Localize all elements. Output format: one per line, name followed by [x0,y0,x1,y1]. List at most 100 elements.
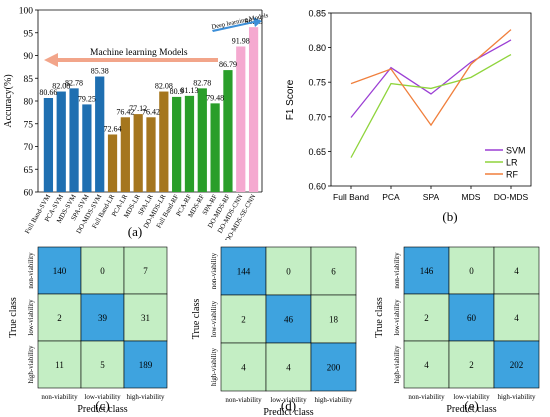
matrix-cell [448,246,495,295]
matrix-cell [80,246,125,295]
bar [56,91,66,192]
matrix-cell [310,342,357,392]
x-class-label: low-viability [84,393,121,401]
panel-label: (d) [281,398,296,413]
cell-value: 39 [98,313,108,323]
cell-value: 7 [143,266,148,276]
x-tick-label: SPA [423,192,440,202]
cell-value: 146 [420,266,434,276]
y-axis-label: True class [191,299,202,340]
y-tick-label: 0.70 [308,112,326,122]
matrix-cell [123,246,168,295]
matrix-cell [403,246,450,295]
bar [120,117,130,192]
confusion-matrix-c: 140 0 7 2 39 31 11 5 189 non-viability non-viabili… [8,246,168,415]
y-axis-label: True class [374,297,385,338]
cell-value: 4 [241,363,246,373]
bar [95,76,105,192]
y-tick-label: 0.75 [308,78,326,88]
matrix-cell [37,340,82,389]
cell-value: 0 [100,266,105,276]
panel-label: (e) [464,398,478,413]
bar [236,46,246,193]
y-tick-label: 75 [24,120,34,130]
y-class-label: low-viability [210,300,218,337]
value-label: 85.38 [91,67,109,76]
cell-value: 6 [331,267,336,277]
bar [184,95,195,192]
cell-value: 4 [514,313,519,323]
bar [210,103,220,192]
y-tick-label: 0.80 [308,43,326,53]
bar [172,96,182,192]
cell-value: 2 [424,313,429,323]
panel-label-a: (a) [128,224,142,239]
dl-arrow [212,17,262,32]
value-label: 80.9 [170,87,184,96]
cell-value: 5 [100,360,105,370]
matrix-cell [220,246,267,296]
y-tick-label: 100 [19,7,34,17]
y-class-label: high-viability [210,347,218,386]
bar [133,114,143,192]
cell-value: 4 [286,363,291,373]
bar [159,91,169,192]
panel-label-b: (b) [442,209,457,224]
matrix-cell [265,342,312,392]
series-lines [350,29,512,158]
ml-annotation: Machine learning Models [90,48,188,58]
cell-value: 0 [286,267,291,277]
x-class-label: low-viability [453,393,490,401]
panel-label: (c) [95,398,109,413]
bar [43,97,54,192]
matrix-cell [123,293,168,342]
y-tick-label: 0.60 [308,182,326,192]
matrix-cell [37,246,82,295]
confusion-matrix-d: 144 0 6 2 46 18 4 4 200 non-viability non-viabilit… [191,246,357,417]
x-class-label: high-viability [497,393,536,401]
y-tick-label: 90 [24,52,34,62]
matrix-cell [448,293,495,342]
y-tick-label: 85 [24,75,34,85]
series-line [350,53,512,158]
y-class-label: non-viability [27,252,35,289]
legend-label: SVM [506,146,526,156]
y-ticks: 60 65 70 75 80 85 90 95 100 [19,7,38,199]
bar [223,70,233,192]
x-class-label: non-viability [408,393,445,401]
x-axis-label: Predict class [263,407,313,417]
x-tick-label: MDS [462,192,481,202]
cell-value: 11 [55,360,64,370]
matrix-cell [448,340,495,389]
legend-label: LR [506,158,518,168]
y-axis-label: True class [8,297,19,338]
value-label: 82.08 [52,82,70,91]
cell-value: 2 [241,315,246,325]
cell-value: 2 [469,360,474,370]
value-label: 82.08 [155,82,173,91]
bar [107,134,118,192]
x-class-label: low-viability [270,396,307,404]
x-class-label: high-viability [126,393,165,401]
matrix-cells: 140 0 7 2 39 31 11 5 189 [37,246,168,389]
cell-value: 189 [139,360,153,370]
x-tick-label: PCA [382,192,400,202]
value-label: 79.25 [78,94,96,103]
matrix-cell [80,293,125,342]
value-label: 91.98 [232,36,250,45]
bars [43,27,259,193]
cell-value: 18 [329,315,339,325]
matrix-cell [37,293,82,342]
bar [248,27,259,192]
matrix-cell [310,246,357,296]
matrix-cell [220,342,267,392]
series-line [350,29,512,127]
y-tick-label: 60 [24,189,34,199]
value-label: 81.13 [180,86,198,95]
matrix-cell [493,293,540,342]
value-label: 76.42 [142,107,160,116]
cell-value: 202 [510,360,524,370]
cell-value: 60 [467,313,477,323]
cell-value: 46 [284,315,294,325]
